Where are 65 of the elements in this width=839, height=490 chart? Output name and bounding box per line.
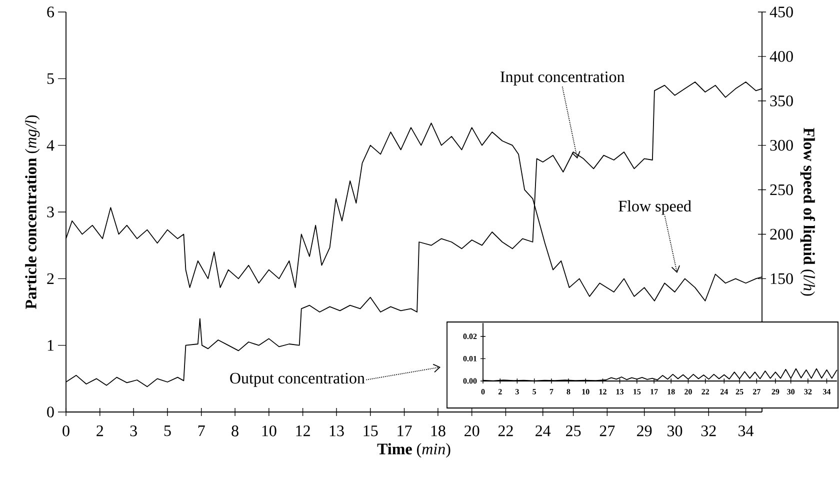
x-tick-label: 5: [164, 426, 171, 436]
x-tick-label: 17: [398, 426, 412, 436]
y-tick-label: 3: [47, 206, 54, 218]
y-tick-label: 0.01: [463, 356, 477, 362]
x-tick-label: 22: [498, 426, 513, 436]
x-tick-label: 25: [566, 426, 581, 436]
y2-tick-label: 400: [770, 51, 793, 62]
y-tick-label: 0.00: [463, 378, 477, 384]
x-tick-label: 7: [550, 389, 554, 394]
x-tick-label: 0: [481, 389, 485, 394]
x-tick-label: 10: [262, 426, 276, 436]
y2-tick-label: 350: [770, 95, 793, 106]
x-tick-label: 13: [330, 426, 344, 436]
y-tick-label: 1: [48, 340, 54, 351]
y2-tick-label: 450: [770, 6, 793, 18]
x-tick-label: 29: [772, 389, 780, 394]
x-tick-label: 15: [634, 389, 641, 394]
x-tick-label: 34: [738, 426, 754, 436]
x-tick-label: 27: [753, 389, 760, 394]
y-tick-label: 2: [47, 273, 54, 284]
x-tick-label: 3: [130, 426, 137, 436]
x-tick-label: 30: [787, 389, 795, 394]
x-axis-title: Time (min): [377, 443, 450, 458]
y2-tick-label: 300: [770, 140, 793, 151]
x-tick-label: 5: [532, 389, 536, 394]
x-tick-label: 2: [96, 426, 104, 436]
x-tick-label: 29: [637, 426, 652, 436]
x-tick-label: 20: [464, 426, 480, 436]
y-axis-title: Particle concentration (mg/l): [25, 115, 40, 310]
x-tick-label: 12: [599, 389, 606, 394]
x-tick-label: 32: [804, 389, 812, 394]
x-tick-label: 24: [536, 426, 551, 436]
x-tick-label: 27: [600, 426, 615, 436]
y2-tick-label: 150: [770, 273, 793, 284]
x-tick-label: 20: [684, 389, 692, 394]
y-tick-label: 6: [47, 6, 54, 18]
annotation: Flow speed: [618, 200, 692, 215]
x-tick-label: 18: [431, 426, 446, 436]
y-tick-label: 4: [46, 140, 54, 151]
x-tick-label: 32: [701, 426, 716, 436]
annotation: Output concentration: [230, 372, 365, 387]
x-tick-label: 13: [616, 389, 624, 394]
y-tick-label: 0: [47, 406, 54, 418]
x-tick-label: 18: [668, 389, 675, 394]
x-tick-label: 3: [515, 389, 519, 394]
x-tick-label: 22: [702, 389, 710, 394]
x-tick-label: 0: [62, 426, 70, 436]
y2-tick-label: 200: [770, 228, 793, 240]
x-tick-label: 12: [296, 426, 310, 436]
x-tick-label: 2: [498, 389, 502, 394]
x-tick-label: 15: [364, 426, 378, 436]
x-tick-label: 8: [566, 389, 570, 394]
y2-axis-title: Flow speed of liquid (l/h): [800, 128, 816, 296]
y2-tick-label: 250: [770, 184, 793, 196]
x-tick-label: 10: [582, 389, 590, 394]
x-tick-label: 34: [823, 389, 831, 394]
annotation: Input concentration: [500, 71, 625, 86]
y-tick-label: 0.02: [463, 334, 477, 340]
x-tick-label: 8: [232, 426, 238, 436]
x-tick-label: 25: [736, 389, 744, 394]
x-tick-label: 17: [650, 389, 658, 394]
x-tick-label: 30: [668, 426, 682, 436]
x-tick-label: 24: [720, 389, 728, 394]
x-tick-label: 7: [198, 426, 205, 436]
y-tick-label: 5: [47, 73, 54, 84]
